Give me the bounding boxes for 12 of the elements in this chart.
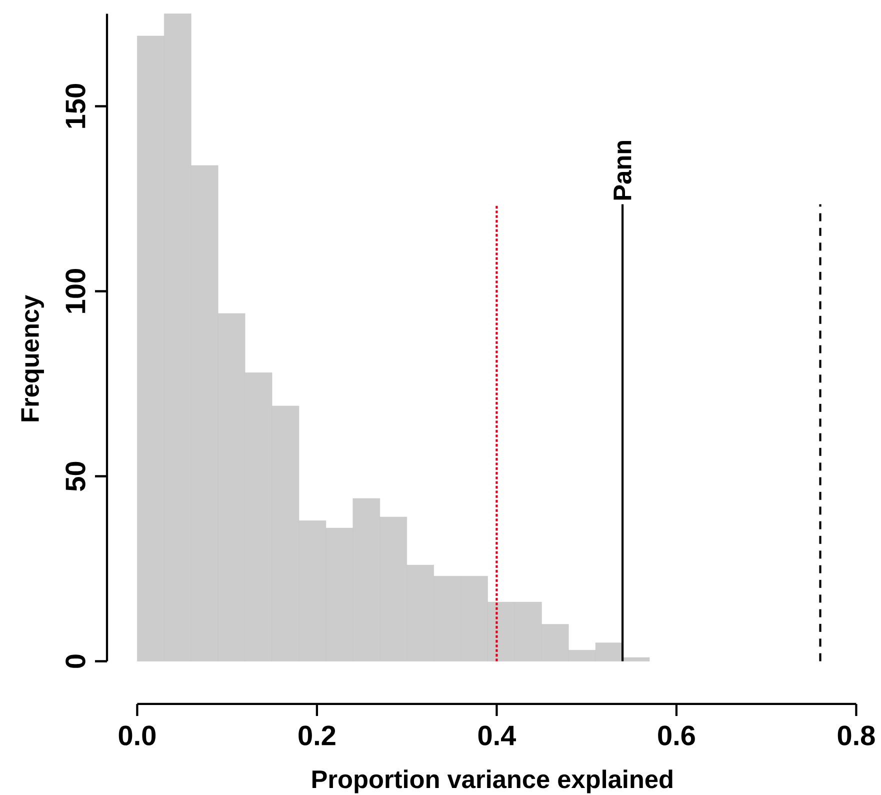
- x-tick-label: 0.6: [658, 726, 695, 746]
- x-tick-label: 0.4: [478, 726, 516, 746]
- y-tick-label: 0: [66, 654, 86, 668]
- x-axis-title: Proportion variance explained: [312, 770, 672, 794]
- x-tick-label: 0.8: [838, 726, 875, 746]
- ref-line-label: Pann: [614, 140, 632, 200]
- y-axis-title: Frequency: [21, 294, 44, 422]
- y-tick-label: 150: [66, 84, 86, 128]
- x-tick-label: 0.0: [118, 726, 156, 746]
- x-tick-label: 0.2: [298, 726, 336, 746]
- y-tick-label: 100: [66, 269, 86, 313]
- y-tick-label: 50: [66, 462, 86, 491]
